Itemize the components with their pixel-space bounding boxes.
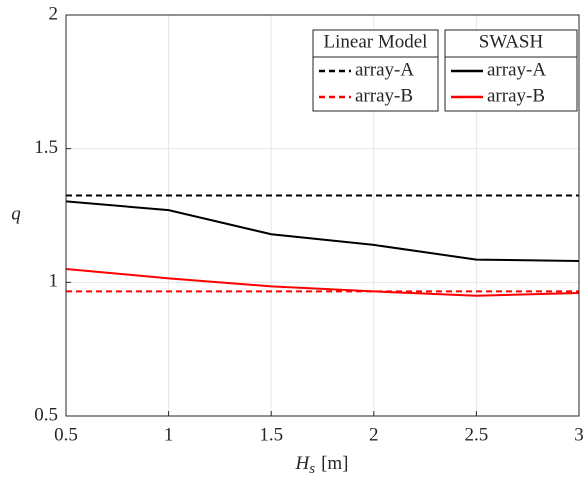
legend-label: array-A xyxy=(487,59,546,80)
data-line xyxy=(65,267,580,297)
y-tick-label: 1 xyxy=(49,271,59,292)
y-axis-label: q xyxy=(11,203,21,224)
x-tick-label: 2 xyxy=(369,424,379,445)
y-tick-label: 1.5 xyxy=(34,137,58,158)
x-tick-label: 0.5 xyxy=(54,424,78,445)
legend-title: Linear Model xyxy=(324,31,428,52)
x-label-symbol: H xyxy=(294,453,310,474)
legend-label: array-B xyxy=(355,85,413,106)
y-tick-label: 0.5 xyxy=(34,404,58,425)
legend-label: array-A xyxy=(355,59,414,80)
x-label-unit: [m] xyxy=(321,453,348,474)
legend-title: SWASH xyxy=(479,31,544,52)
axes-box xyxy=(65,14,580,417)
x-tick-label: 1 xyxy=(164,424,174,445)
x-tick-label: 2.5 xyxy=(465,424,489,445)
x-label-subscript: s xyxy=(309,461,315,477)
x-axis-label: Hs [m] xyxy=(294,453,348,477)
y-tick-label: 2 xyxy=(49,3,59,24)
x-tick-label: 3 xyxy=(574,424,584,445)
data-line xyxy=(65,200,580,262)
x-tick-label: 1.5 xyxy=(259,424,283,445)
legend-label: array-B xyxy=(487,85,545,106)
